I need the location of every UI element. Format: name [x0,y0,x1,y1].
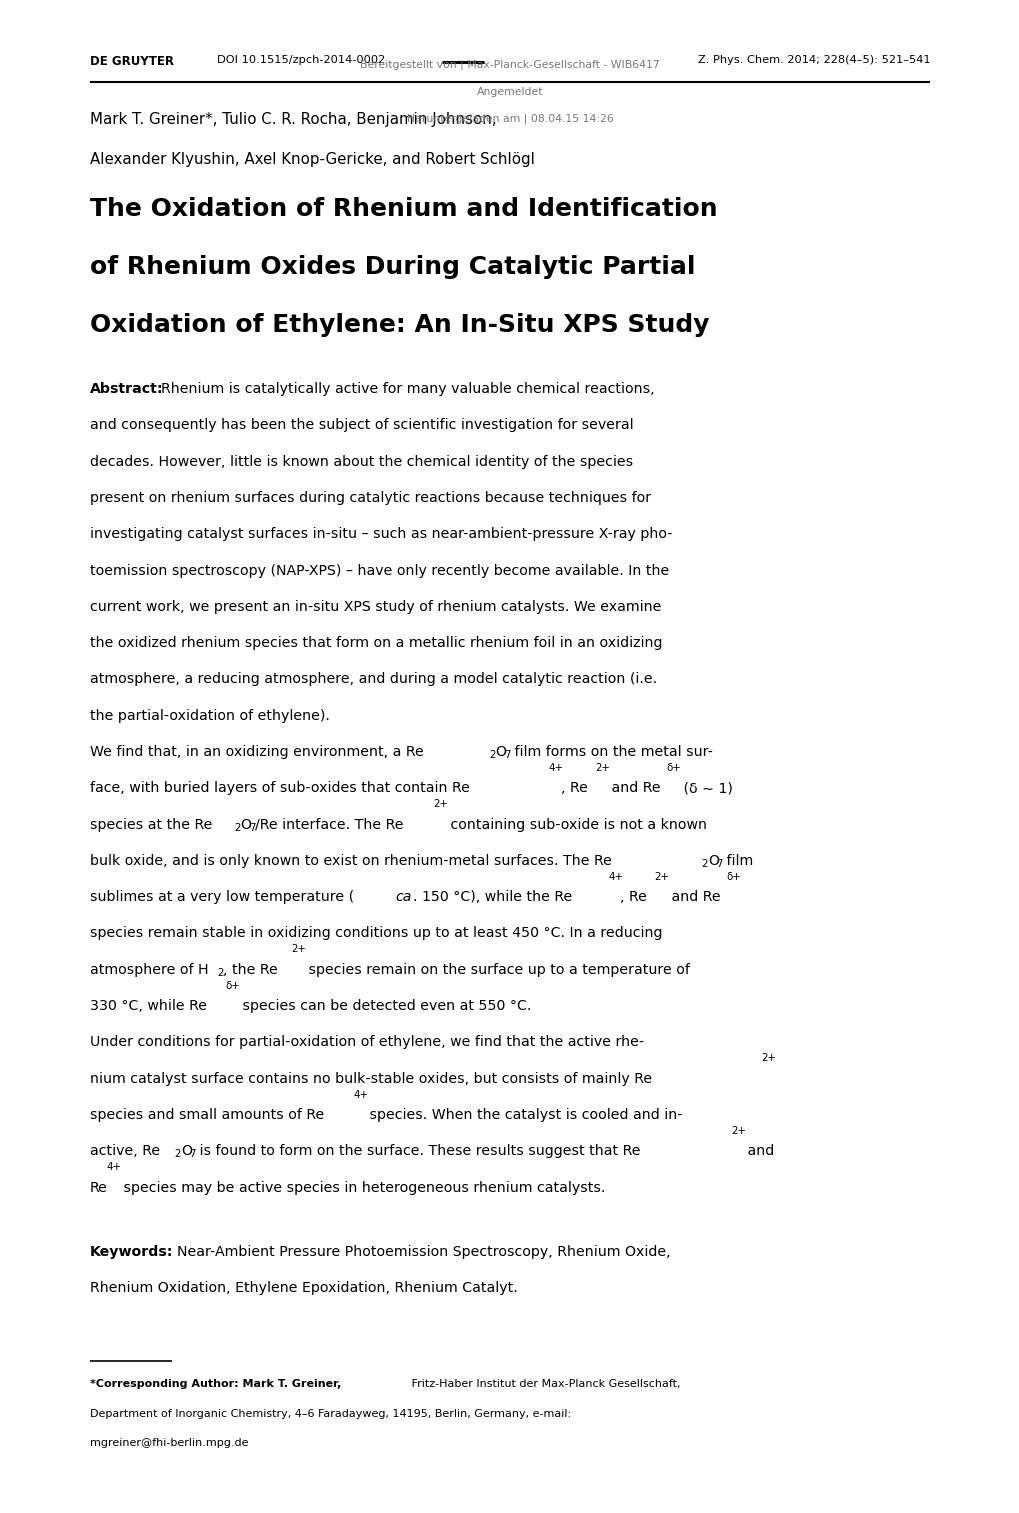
Text: film: film [721,853,753,868]
Text: Re: Re [90,1180,108,1195]
Text: is found to form on the surface. These results suggest that Re: is found to form on the surface. These r… [196,1144,640,1159]
Text: 2: 2 [217,968,223,977]
Text: and: and [743,1144,773,1159]
Text: . 150 °C), while the Re: . 150 °C), while the Re [413,890,572,905]
Text: *Corresponding Author: Mark T. Greiner,: *Corresponding Author: Mark T. Greiner, [90,1380,340,1389]
Text: active, Re: active, Re [90,1144,160,1159]
Text: and Re: and Re [606,781,660,796]
Text: 2+: 2+ [731,1126,745,1136]
Text: and consequently has been the subject of scientific investigation for several: and consequently has been the subject of… [90,418,633,433]
Text: δ+: δ+ [666,763,681,773]
Text: 2+: 2+ [594,763,609,773]
Text: species at the Re: species at the Re [90,817,212,832]
Text: species remain stable in oxidizing conditions up to at least 450 °C. In a reduci: species remain stable in oxidizing condi… [90,926,661,941]
Text: O: O [180,1144,192,1159]
Text: Rhenium is catalytically active for many valuable chemical reactions,: Rhenium is catalytically active for many… [161,381,654,396]
Text: species may be active species in heterogeneous rhenium catalysts.: species may be active species in heterog… [119,1180,605,1195]
Text: δ+: δ+ [225,980,240,991]
Text: 2+: 2+ [654,871,668,882]
Text: film forms on the metal sur-: film forms on the metal sur- [510,744,712,760]
Text: species can be detected even at 550 °C.: species can be detected even at 550 °C. [237,999,531,1014]
Text: DOI 10.1515/zpch-2014-0002: DOI 10.1515/zpch-2014-0002 [217,54,384,65]
Text: nium catalyst surface contains no bulk-stable oxides, but consists of mainly Re: nium catalyst surface contains no bulk-s… [90,1071,651,1086]
Text: δ+: δ+ [726,871,741,882]
Text: of Rhenium Oxides During Catalytic Partial: of Rhenium Oxides During Catalytic Parti… [90,256,695,278]
Text: O: O [495,744,505,760]
Text: 2: 2 [174,1150,181,1159]
Text: containing sub-oxide is not a known: containing sub-oxide is not a known [445,817,706,832]
Text: /Re interface. The Re: /Re interface. The Re [255,817,404,832]
Text: , Re: , Re [620,890,647,905]
Text: 2+: 2+ [291,944,306,955]
Text: 2+: 2+ [760,1053,775,1064]
Text: Rhenium Oxidation, Ethylene Epoxidation, Rhenium Catalyt.: Rhenium Oxidation, Ethylene Epoxidation,… [90,1282,517,1295]
Text: We find that, in an oxidizing environment, a Re: We find that, in an oxidizing environmen… [90,744,423,760]
Text: investigating catalyst surfaces in-situ – such as near-ambient-pressure X-ray ph: investigating catalyst surfaces in-situ … [90,527,672,542]
Text: present on rhenium surfaces during catalytic reactions because techniques for: present on rhenium surfaces during catal… [90,490,650,505]
Text: Keywords:: Keywords: [90,1245,173,1259]
Text: 7: 7 [503,750,510,760]
Text: 2: 2 [701,859,707,868]
Text: 4+: 4+ [107,1162,121,1173]
Text: Bereitgestellt von | Max-Planck-Gesellschaft - WIB6417: Bereitgestellt von | Max-Planck-Gesellsc… [360,61,659,71]
Text: ca: ca [395,890,412,905]
Text: Alexander Klyushin, Axel Knop-Gericke, and Robert Schlögl: Alexander Klyushin, Axel Knop-Gericke, a… [90,151,534,166]
Text: 4+: 4+ [607,871,623,882]
Text: Z. Phys. Chem. 2014; 228(4–5): 521–541: Z. Phys. Chem. 2014; 228(4–5): 521–541 [697,54,929,65]
Text: DE GRUYTER: DE GRUYTER [90,54,173,68]
Text: Mark T. Greiner*, Tulio C. R. Rocha, Benjamin Johnson,: Mark T. Greiner*, Tulio C. R. Rocha, Ben… [90,112,496,127]
Text: 2: 2 [489,750,495,760]
Text: atmosphere of H: atmosphere of H [90,962,208,977]
Text: species remain on the surface up to a temperature of: species remain on the surface up to a te… [304,962,689,977]
Text: 7: 7 [715,859,722,868]
Text: 2+: 2+ [433,799,448,809]
Text: mgreiner@fhi-berlin.mpg.de: mgreiner@fhi-berlin.mpg.de [90,1439,248,1448]
Text: (δ ∼ 1): (δ ∼ 1) [679,781,732,796]
Text: 7: 7 [249,823,255,832]
Text: current work, we present an in-situ XPS study of rhenium catalysts. We examine: current work, we present an in-situ XPS … [90,599,660,614]
Text: decades. However, little is known about the chemical identity of the species: decades. However, little is known about … [90,454,632,469]
Text: 7: 7 [190,1150,196,1159]
Text: Oxidation of Ethylene: An In-Situ XPS Study: Oxidation of Ethylene: An In-Situ XPS St… [90,313,708,337]
Text: sublimes at a very low temperature (: sublimes at a very low temperature ( [90,890,354,905]
Text: face, with buried layers of sub-oxides that contain Re: face, with buried layers of sub-oxides t… [90,781,469,796]
Text: Near-Ambient Pressure Photoemission Spectroscopy, Rhenium Oxide,: Near-Ambient Pressure Photoemission Spec… [177,1245,671,1259]
Text: species and small amounts of Re: species and small amounts of Re [90,1108,324,1123]
Text: 4+: 4+ [353,1089,368,1100]
Text: the partial-oxidation of ethylene).: the partial-oxidation of ethylene). [90,708,329,723]
Text: toemission spectroscopy (NAP-XPS) – have only recently become available. In the: toemission spectroscopy (NAP-XPS) – have… [90,563,668,578]
Text: Heruntergeladen am | 08.04.15 14:26: Heruntergeladen am | 08.04.15 14:26 [407,113,612,124]
Text: 4+: 4+ [548,763,564,773]
Text: atmosphere, a reducing atmosphere, and during a model catalytic reaction (i.e.: atmosphere, a reducing atmosphere, and d… [90,672,656,687]
Text: Angemeldet: Angemeldet [476,88,543,97]
Text: The Oxidation of Rhenium and Identification: The Oxidation of Rhenium and Identificat… [90,197,716,221]
Text: bulk oxide, and is only known to exist on rhenium-metal surfaces. The Re: bulk oxide, and is only known to exist o… [90,853,611,868]
Text: Under conditions for partial-oxidation of ethylene, we find that the active rhe-: Under conditions for partial-oxidation o… [90,1035,643,1050]
Text: Department of Inorganic Chemistry, 4–6 Faradayweg, 14195, Berlin, Germany, e-mai: Department of Inorganic Chemistry, 4–6 F… [90,1409,571,1419]
Text: species. When the catalyst is cooled and in-: species. When the catalyst is cooled and… [365,1108,683,1123]
Text: O: O [707,853,718,868]
Text: Fritz-Haber Institut der Max-Planck Gesellschaft,: Fritz-Haber Institut der Max-Planck Gese… [408,1380,680,1389]
Text: 2: 2 [234,823,240,832]
Text: , the Re: , the Re [223,962,278,977]
Text: , Re: , Re [560,781,587,796]
Text: O: O [240,817,251,832]
Text: Abstract:: Abstract: [90,381,163,396]
Text: and Re: and Re [666,890,719,905]
Text: the oxidized rhenium species that form on a metallic rhenium foil in an oxidizin: the oxidized rhenium species that form o… [90,635,661,651]
Text: 330 °C, while Re: 330 °C, while Re [90,999,207,1014]
